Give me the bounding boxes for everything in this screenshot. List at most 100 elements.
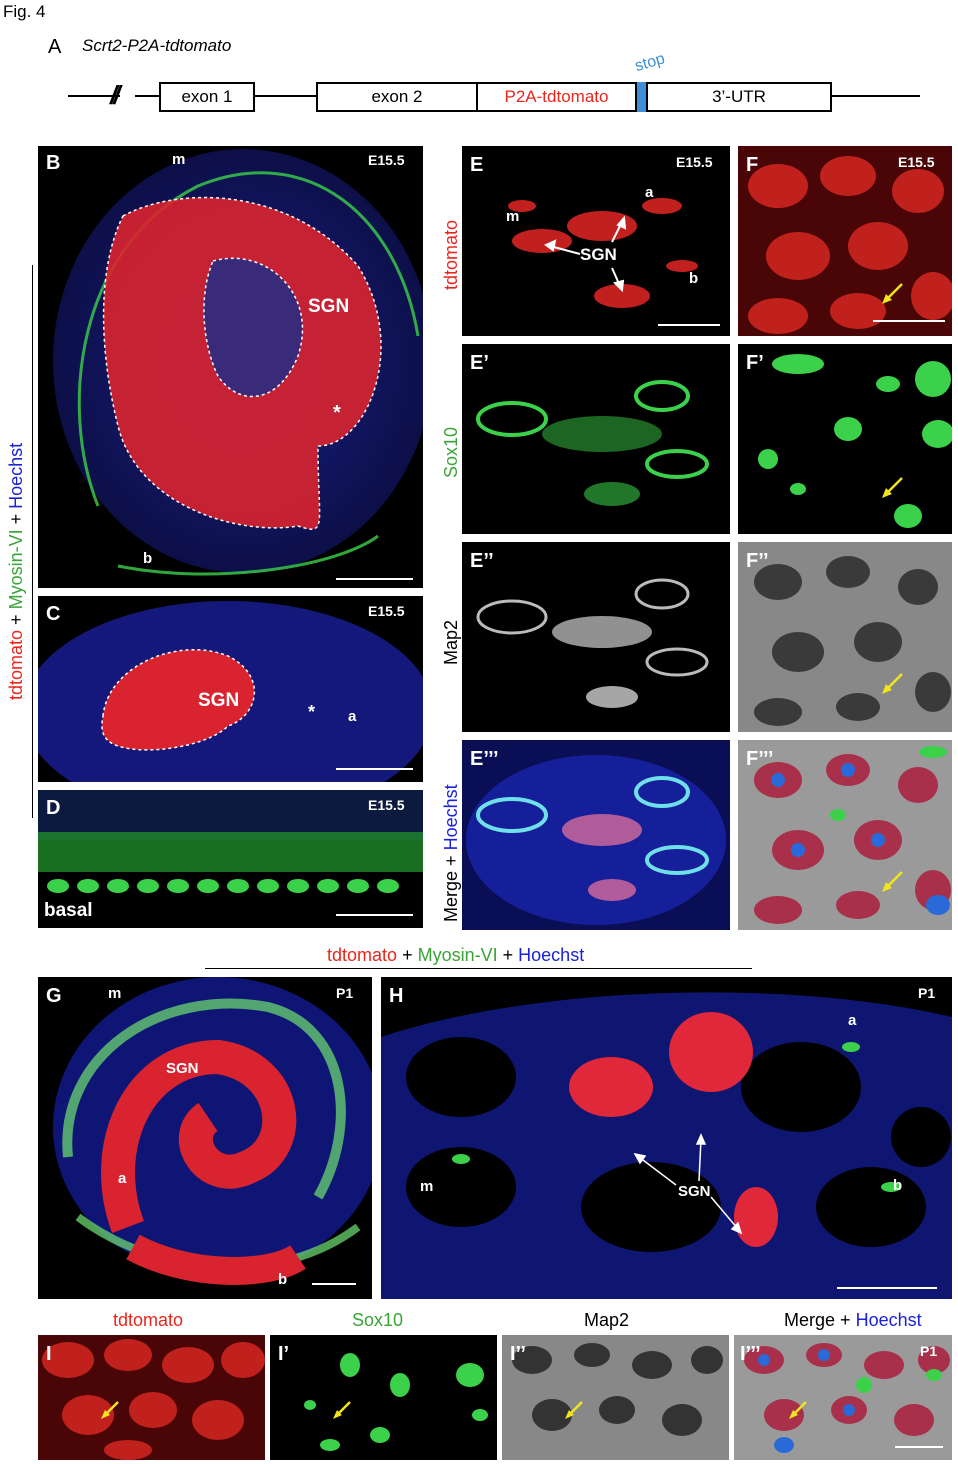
- panel-a-letter: A: [48, 36, 62, 58]
- panel-d-letter: D: [46, 797, 61, 819]
- panel-i3-scalebar: [895, 1446, 943, 1448]
- panel-e3-letter: E’’’: [470, 748, 499, 770]
- panel-g-sgn-label: SGN: [166, 1060, 199, 1077]
- panel-d-basal-label: basal: [44, 900, 93, 921]
- side-label-plus-1: +: [6, 614, 26, 625]
- panel-e-sgn-label: SGN: [580, 245, 617, 264]
- panel-d-stage: E15.5: [368, 797, 405, 813]
- gh-header-plus-2: +: [502, 945, 514, 965]
- p2a-tdtomato-box: P2A-tdtomato: [476, 82, 637, 112]
- exon1-box: exon 1: [159, 82, 255, 112]
- panel-h-letter: H: [389, 985, 404, 1007]
- panel-b-scalebar: [336, 578, 413, 580]
- panel-f2-image: [738, 542, 952, 732]
- gh-header-hoechst: Hoechst: [518, 945, 585, 965]
- panel-e-scalebar: [658, 324, 720, 326]
- panel-e-m-label: m: [506, 208, 520, 225]
- side-label-bracket: [32, 265, 33, 818]
- panel-e3-image: [462, 740, 730, 930]
- panel-e2-image: [462, 542, 730, 732]
- panel-e-stage: E15.5: [676, 154, 713, 170]
- panel-f-image: [738, 146, 952, 336]
- exon2-box: exon 2: [316, 82, 478, 112]
- side-label: tdtomato + Myosin-VI + Hoechst: [6, 443, 27, 700]
- panel-b-b-label: b: [143, 550, 153, 567]
- construct-line-b: [255, 95, 317, 97]
- panel-d-scalebar: [336, 914, 413, 916]
- panel-f1-letter: F’: [746, 352, 764, 374]
- panel-f2-arrow-icon: [882, 673, 903, 694]
- panel-c-image: [38, 596, 423, 782]
- panel-i3-image: [734, 1335, 952, 1460]
- panel-c-scalebar: [336, 768, 413, 770]
- panel-b-letter: B: [46, 152, 61, 174]
- break-mark: //: [110, 80, 121, 110]
- panel-c-sgn-label: SGN: [198, 690, 240, 711]
- panel-f1-arrow-icon: [882, 477, 903, 498]
- row-label-tdtomato: tdtomato: [441, 219, 461, 290]
- panel-h-arrows: [633, 1133, 743, 1235]
- stop-label: stop: [633, 50, 667, 76]
- panel-e-arrows: [543, 215, 627, 293]
- side-label-hoechst: Hoechst: [6, 442, 26, 509]
- panel-e1-letter: E’: [470, 352, 489, 374]
- panel-f-letter: F: [746, 154, 759, 176]
- construct-line-left: [68, 95, 120, 97]
- panel-i1-letter: I’: [278, 1343, 290, 1365]
- panel-i-header: tdtomato: [113, 1310, 184, 1330]
- panel-b-stage: E15.5: [368, 152, 405, 168]
- panel-i2-image: [502, 1335, 729, 1460]
- panel-h-sgn-label: SGN: [678, 1183, 711, 1200]
- panel-i1-header: Sox10: [352, 1310, 404, 1330]
- panel-f3-image: [738, 740, 952, 930]
- panel-b-image: [38, 146, 423, 588]
- row-label-sox10: Sox10: [441, 426, 461, 478]
- panel-h-image: [381, 977, 952, 1299]
- row-label-map2: Map2: [441, 619, 461, 665]
- gh-header-plus-1: +: [402, 945, 413, 965]
- panel-i3-header-plus: +: [840, 1310, 851, 1330]
- panel-g-letter: G: [46, 985, 62, 1007]
- panel-i3-letter: I’’’: [740, 1343, 761, 1365]
- side-label-tdtomato: tdtomato: [6, 629, 26, 700]
- panel-i-image: [38, 1335, 265, 1460]
- panel-e-letter: E: [470, 154, 484, 176]
- panel-i3-stage: P1: [920, 1343, 938, 1359]
- panel-i2-header: Map2: [584, 1310, 630, 1330]
- utr-box: 3’-UTR: [646, 82, 832, 112]
- panel-b-sgn-label: SGN: [308, 296, 350, 317]
- panel-f2-letter: F’’: [746, 550, 769, 572]
- panel-c-letter: C: [46, 603, 61, 625]
- panel-i-letter: I: [46, 1343, 52, 1365]
- panel-f-arrow-icon: [882, 283, 903, 304]
- panel-h-stage: P1: [918, 985, 936, 1001]
- panel-e1-image: [462, 344, 730, 534]
- panel-h-m-label: m: [420, 1178, 434, 1195]
- stop-codon-bar: [637, 82, 647, 112]
- construct-line-a: [135, 95, 161, 97]
- panel-c-a-label: a: [348, 708, 357, 725]
- side-label-myosin: Myosin-VI: [6, 529, 26, 610]
- panel-i-arrow-icon: [101, 1401, 119, 1419]
- construct-title: Scrt2-P2A-tdtomato: [82, 36, 232, 55]
- row-label-merge-text: Merge: [441, 870, 461, 922]
- panel-f1-image: [738, 344, 952, 534]
- panel-e-a-label: a: [645, 184, 654, 201]
- side-label-plus-2: +: [6, 513, 26, 525]
- panel-b-asterisk: *: [333, 402, 341, 424]
- panel-g-b-label: b: [278, 1271, 288, 1288]
- gh-header-rule: [205, 968, 752, 969]
- panel-h-scalebar: [837, 1287, 937, 1289]
- panel-i3-arrow-icon: [789, 1401, 807, 1419]
- panel-i2-arrow-icon: [565, 1401, 583, 1419]
- panel-g-scalebar: [312, 1283, 356, 1285]
- gh-header: tdtomato + Myosin-VI + Hoechst: [327, 945, 584, 966]
- construct-line-right: [832, 95, 920, 97]
- panel-e-image: [462, 146, 730, 336]
- panel-i3-header-merge: Merge: [784, 1310, 836, 1330]
- panel-f-scalebar: [873, 320, 945, 322]
- panel-e-b-label: b: [689, 270, 699, 287]
- panel-h-a-label: a: [848, 1012, 857, 1029]
- panel-e2-letter: E’’: [470, 550, 494, 572]
- row-label-merge: Merge + Hoechst: [441, 784, 462, 922]
